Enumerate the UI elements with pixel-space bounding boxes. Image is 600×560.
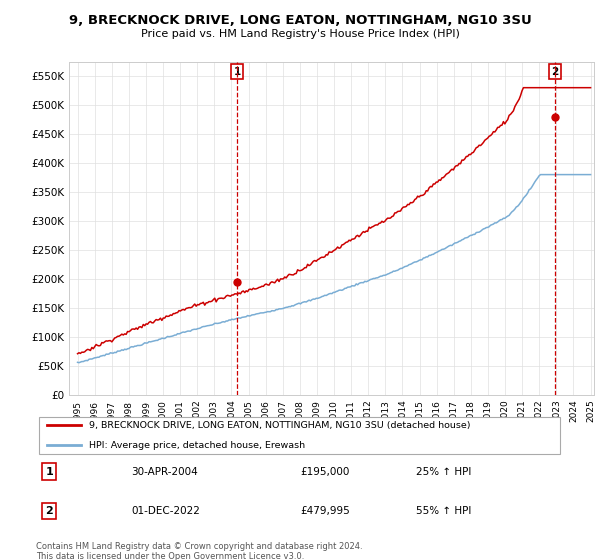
Text: £479,995: £479,995 bbox=[300, 506, 350, 516]
Text: Price paid vs. HM Land Registry's House Price Index (HPI): Price paid vs. HM Land Registry's House … bbox=[140, 29, 460, 39]
FancyBboxPatch shape bbox=[38, 417, 560, 454]
Text: 9, BRECKNOCK DRIVE, LONG EATON, NOTTINGHAM, NG10 3SU (detached house): 9, BRECKNOCK DRIVE, LONG EATON, NOTTINGH… bbox=[89, 421, 470, 430]
Text: 1: 1 bbox=[46, 466, 53, 477]
Text: 30-APR-2004: 30-APR-2004 bbox=[131, 466, 198, 477]
Text: 2: 2 bbox=[46, 506, 53, 516]
Text: 01-DEC-2022: 01-DEC-2022 bbox=[131, 506, 200, 516]
Text: £195,000: £195,000 bbox=[300, 466, 349, 477]
Text: 2: 2 bbox=[551, 67, 559, 77]
Text: Contains HM Land Registry data © Crown copyright and database right 2024.
This d: Contains HM Land Registry data © Crown c… bbox=[36, 542, 362, 560]
Text: 9, BRECKNOCK DRIVE, LONG EATON, NOTTINGHAM, NG10 3SU: 9, BRECKNOCK DRIVE, LONG EATON, NOTTINGH… bbox=[68, 14, 532, 27]
Text: 55% ↑ HPI: 55% ↑ HPI bbox=[416, 506, 472, 516]
Text: 25% ↑ HPI: 25% ↑ HPI bbox=[416, 466, 472, 477]
Text: HPI: Average price, detached house, Erewash: HPI: Average price, detached house, Erew… bbox=[89, 441, 305, 450]
Text: 1: 1 bbox=[233, 67, 241, 77]
